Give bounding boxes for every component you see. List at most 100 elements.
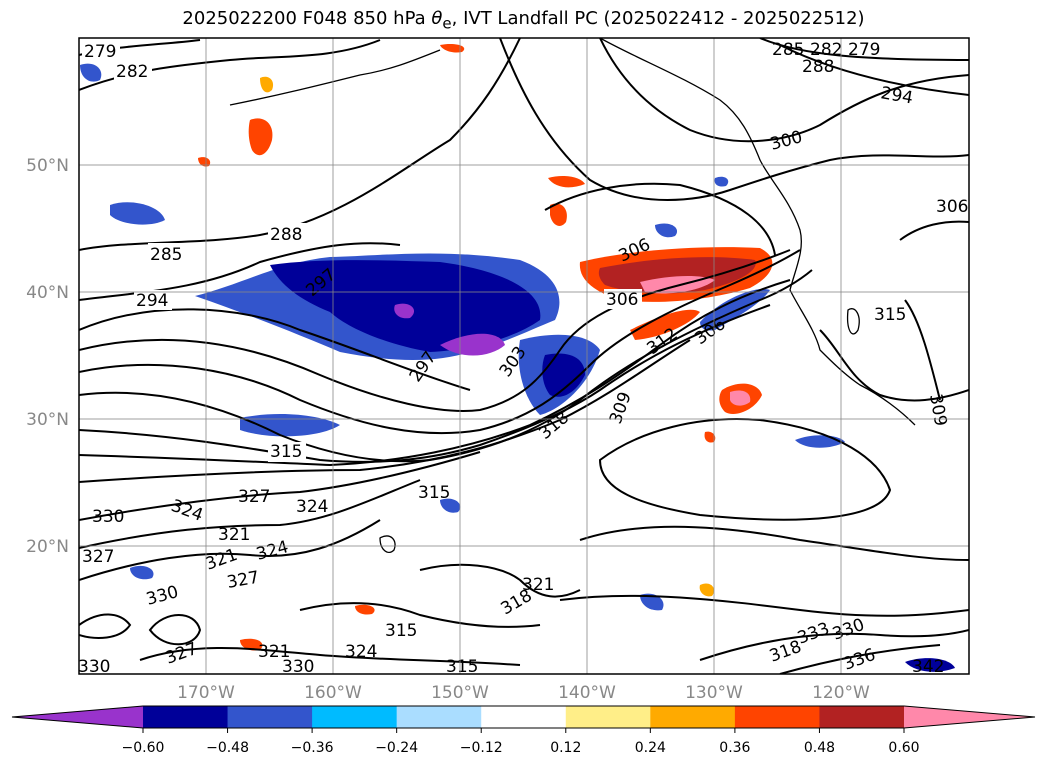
contour-label: 324 <box>296 497 328 517</box>
colorbar-tick-label: 0.48 <box>804 740 835 756</box>
contour-label: 321 <box>218 525 250 545</box>
contour-line <box>79 339 691 483</box>
contour-label: 321 <box>258 642 290 662</box>
contour-line <box>419 563 581 598</box>
contour-line <box>139 647 521 666</box>
contour-label: 330 <box>78 657 110 677</box>
colorbar-bin <box>143 706 229 728</box>
lon-label-140w: 140°W <box>558 683 616 703</box>
title-theta-subscript: e <box>442 14 452 33</box>
title-theta: θ <box>431 8 443 29</box>
lat-label-40n: 40°N <box>26 283 69 303</box>
colorbar-tick-label: 0.12 <box>550 740 581 756</box>
ivt-negative-core-east <box>542 353 585 397</box>
ivt-negative-region-sw <box>240 414 340 437</box>
ivt-positive-blob-d <box>355 604 375 615</box>
contour-label: 327 <box>82 547 114 567</box>
coastlines <box>229 38 916 553</box>
contour-label: 279 <box>848 40 880 60</box>
ivt-positive-core-main <box>598 257 756 294</box>
lon-label-160w: 160°W <box>304 683 362 703</box>
contour-line <box>79 613 132 639</box>
ivt-negative-blob-g <box>714 176 729 187</box>
aleutian-coastline <box>229 49 441 106</box>
title-suffix: , IVT Landfall PC (2025022412 - 20250225… <box>451 8 865 29</box>
lon-label-170w: 170°W <box>177 683 235 703</box>
contour-label-group: 279 282 285 288 294 297 297 303 306 309 … <box>78 40 968 677</box>
contour-line <box>779 644 941 674</box>
ivt-positive-blob-g <box>704 431 716 443</box>
contour-label: 285 <box>772 40 804 60</box>
colorbar-bin <box>481 706 567 728</box>
contour-label: 315 <box>270 442 302 462</box>
colorbar-tick-label: 0.24 <box>635 740 666 756</box>
ivt-positive-blob-f <box>440 43 465 53</box>
map-title: 2025022200 F048 850 hPa θe, IVT Landfall… <box>0 8 1047 33</box>
lon-label-130w: 130°W <box>685 683 743 703</box>
lon-label-150w: 150°W <box>431 683 489 703</box>
ivt-positive-blob-a <box>550 203 567 226</box>
colorbar-bin <box>396 706 482 728</box>
contour-label: 306 <box>606 290 638 310</box>
colorbar-extension-max <box>904 706 1035 728</box>
ivt-min-region-1 <box>440 333 505 356</box>
colorbar-bin <box>227 706 313 728</box>
ivt-positive-region-tail <box>630 309 700 340</box>
contour-line <box>79 451 481 521</box>
contour-line <box>79 279 791 467</box>
map-content: 279 282 285 288 294 297 297 303 306 309 … <box>78 38 969 677</box>
colorbar-bin <box>819 706 905 728</box>
colorbar-tick-label: −0.12 <box>460 740 503 756</box>
north-america-coastline <box>599 38 916 426</box>
contour-label: 315 <box>418 483 450 503</box>
contour-label: 330 <box>282 657 314 677</box>
ivt-negative-region-coast <box>700 289 770 331</box>
contour-line <box>79 249 801 435</box>
lat-label-50n: 50°N <box>26 156 69 176</box>
contour-label: 306 <box>936 197 968 217</box>
ivt-negative-blob-e <box>130 565 154 580</box>
ivt-negative-blob-c <box>640 593 664 611</box>
contour-label: 282 <box>810 40 842 60</box>
contour-line <box>779 44 969 96</box>
contour-line <box>579 525 969 561</box>
contour-label: 327 <box>238 487 270 507</box>
inland-feature <box>846 308 860 335</box>
contour-label: 321 <box>522 575 554 595</box>
contour-label: 288 <box>802 57 834 77</box>
contour-label: 282 <box>116 62 148 82</box>
longitude-axis: 170°W 160°W 150°W 140°W 130°W 120°W <box>177 683 870 703</box>
ivt-positive-region-nw <box>248 118 273 156</box>
ivt-positive-blob-b <box>548 176 585 188</box>
contour-label: 315 <box>446 657 478 677</box>
colorbar: −0.60 −0.48 −0.36 −0.24 −0.12 0.12 0.24 0.36 0.4… <box>11 705 1036 756</box>
contour-line <box>79 249 791 412</box>
colorbar-tick-label: 0.60 <box>888 740 919 756</box>
contour-label: 315 <box>385 621 417 641</box>
contour-label: 324 <box>345 642 377 662</box>
ivt-positive-blob-h <box>198 157 211 167</box>
lat-label-30n: 30°N <box>26 410 69 430</box>
ivt-negative-region-corner <box>80 63 102 82</box>
contour-line <box>544 182 776 256</box>
ivt-max-region-offshore <box>730 390 751 406</box>
contour-line <box>559 594 969 617</box>
contour-line <box>598 418 892 521</box>
colorbar-bin <box>650 706 736 728</box>
contour-label: 294 <box>136 291 168 311</box>
contour-label: 330 <box>92 507 124 527</box>
ivt-min-region-2 <box>394 303 415 319</box>
contour-line <box>148 614 202 646</box>
contour-line <box>79 308 471 391</box>
contour-line <box>79 304 771 463</box>
contour-line <box>759 38 969 61</box>
colorbar-bin <box>565 706 651 728</box>
ivt-positive-blob-e <box>240 638 263 651</box>
latitude-axis: 50°N 40°N 30°N 20°N <box>26 156 69 557</box>
hawaii-island <box>379 535 396 553</box>
title-prefix: 2025022200 F048 850 hPa <box>182 8 432 29</box>
contour-label: 288 <box>270 225 302 245</box>
colorbar-tick-label: −0.36 <box>291 740 334 756</box>
map-frame <box>78 37 970 675</box>
